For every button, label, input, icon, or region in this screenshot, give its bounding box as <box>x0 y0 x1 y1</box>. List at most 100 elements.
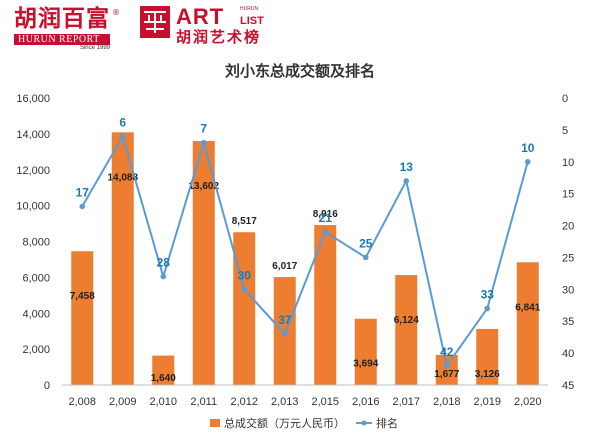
rank-value-label: 25 <box>359 236 373 250</box>
rank-point <box>322 229 329 235</box>
x-tick-label: 2,016 <box>352 396 380 408</box>
bar-value-label: 6,017 <box>272 261 297 272</box>
chart-title: 刘小东总成交额及排名 <box>225 62 375 80</box>
rank-value-label: 42 <box>440 345 454 359</box>
bar <box>233 232 256 385</box>
right-tick-label: 25 <box>562 252 574 264</box>
bar-value-label: 6,124 <box>394 315 419 326</box>
rank-point <box>362 254 369 261</box>
rank-value-label: 21 <box>319 211 333 225</box>
x-tick-label: 2,009 <box>109 396 137 408</box>
right-axis: 0 5 10 15 20 25 30 35 40 45 <box>562 93 574 392</box>
bar-value-labels: 7,458 14,088 1,640 13,602 8,517 6,017 8,916 3,6… <box>70 172 541 384</box>
left-tick-label: 16,000 <box>16 93 50 105</box>
right-tick-label: 45 <box>562 380 574 392</box>
bar-value-label: 14,088 <box>107 172 138 183</box>
rank-point <box>119 133 126 140</box>
right-tick-label: 30 <box>562 284 574 296</box>
bar <box>71 251 94 385</box>
bar-series <box>71 132 539 385</box>
right-tick-label: 20 <box>562 221 574 233</box>
rank-point <box>403 178 410 184</box>
rank-value-label: 30 <box>238 268 252 282</box>
x-axis: 2,008 2,009 2,010 2,011 2,012 2,013 2,015 2,016… <box>68 396 541 408</box>
rank-point <box>524 158 531 165</box>
bar-value-label: 13,602 <box>188 181 219 192</box>
art-logo-list: LIST <box>240 15 264 27</box>
x-tick-label: 2,012 <box>230 396 258 408</box>
rank-point <box>79 203 86 210</box>
legend-swatch-marker <box>361 420 367 426</box>
x-tick-label: 2,015 <box>311 396 339 408</box>
registered-mark-icon: ® <box>112 8 120 17</box>
x-tick-label: 2,011 <box>190 396 217 408</box>
left-tick-label: 6,000 <box>22 272 50 284</box>
bar-value-label: 1,677 <box>434 369 459 380</box>
bar <box>273 277 296 385</box>
left-tick-label: 2,000 <box>22 344 50 356</box>
bar-value-label: 3,694 <box>353 359 378 370</box>
right-tick-label: 40 <box>562 348 574 360</box>
x-tick-label: 2,013 <box>271 396 299 408</box>
bar <box>192 141 215 385</box>
rank-point <box>281 331 288 337</box>
rank-value-label: 37 <box>278 313 292 327</box>
right-tick-label: 10 <box>562 157 574 169</box>
bar <box>395 275 418 385</box>
left-tick-label: 0 <box>44 380 50 392</box>
bar <box>314 225 337 385</box>
bar <box>435 354 458 385</box>
bar-value-label: 1,640 <box>151 373 176 384</box>
rank-value-label: 7 <box>200 122 207 136</box>
rank-series <box>79 133 531 369</box>
rank-value-label: 33 <box>481 287 495 301</box>
rank-value-label: 10 <box>521 141 535 155</box>
rank-point <box>160 273 167 280</box>
bar-value-label: 7,458 <box>70 291 95 302</box>
art-logo-hurun: HURUN <box>240 6 259 12</box>
legend-label-line: 排名 <box>376 416 398 430</box>
bar-value-label: 6,841 <box>515 302 540 313</box>
left-tick-label: 4,000 <box>22 308 50 320</box>
x-tick-label: 2,020 <box>514 396 542 408</box>
rank-value-label: 28 <box>157 256 171 270</box>
legend-swatch-bar <box>210 419 220 427</box>
rank-point <box>200 139 207 146</box>
hurun-logo: 胡润百富 ® HURUN REPORT Since 1999 <box>14 6 126 51</box>
x-tick-label: 2,019 <box>473 396 501 408</box>
right-tick-label: 35 <box>562 316 574 328</box>
rank-line-path <box>81 133 529 369</box>
hurun-logo-cn: 胡润百富 <box>14 6 110 32</box>
legend-label-bar: 总成交额（万元人民币） <box>224 416 345 430</box>
x-tick-label: 2,018 <box>433 396 461 408</box>
rank-value-label: 17 <box>76 185 90 199</box>
art-logo-cn: 胡润艺术榜 <box>176 28 262 46</box>
right-tick-label: 0 <box>562 93 568 105</box>
rank-value-label: 6 <box>119 115 126 129</box>
left-tick-label: 10,000 <box>16 201 50 213</box>
x-tick-label: 2,017 <box>392 396 420 408</box>
bar <box>476 328 499 385</box>
rank-value-label: 13 <box>400 160 414 174</box>
seal-icon <box>140 6 170 38</box>
bar-value-label: 8,916 <box>313 209 338 220</box>
bar <box>152 355 175 385</box>
rank-point <box>443 363 450 369</box>
right-tick-label: 5 <box>562 125 568 137</box>
hurun-logo-en: HURUN REPORT <box>14 34 110 45</box>
left-tick-label: 14,000 <box>16 129 50 141</box>
bar <box>354 318 377 385</box>
art-logo-text: ART <box>176 4 225 29</box>
rank-value-labels: 17 6 28 7 30 37 21 25 13 42 33 10 <box>76 115 535 359</box>
x-tick-label: 2,010 <box>149 396 177 408</box>
rank-point <box>241 286 248 293</box>
left-tick-label: 12,000 <box>16 165 50 177</box>
header: 胡润百富 ® HURUN REPORT Since 1999 ART HURUN… <box>0 0 600 56</box>
bar <box>516 262 539 385</box>
bar-value-label: 8,517 <box>232 216 257 227</box>
left-axis: 0 2,000 4,000 6,000 8,000 10,000 12,000 14,000 1… <box>16 93 50 392</box>
right-tick-label: 15 <box>562 189 574 201</box>
legend: 总成交额（万元人民币） 排名 <box>210 416 398 430</box>
bar-value-label: 3,126 <box>475 369 500 380</box>
